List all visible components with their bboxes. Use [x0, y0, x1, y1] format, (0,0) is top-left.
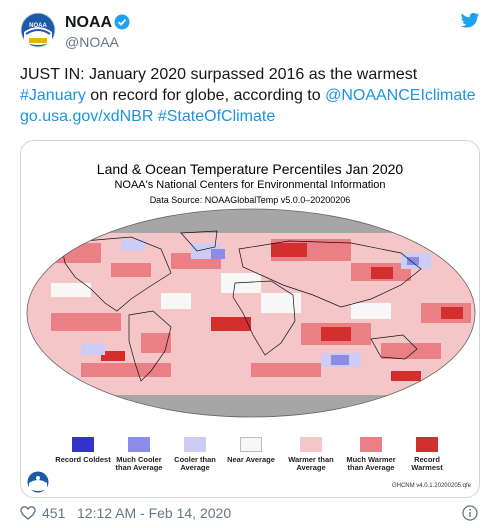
- legend-item-much-warmer: Much Warmer than Average: [343, 437, 399, 472]
- legend-label: Much Warmer than Average: [346, 455, 396, 472]
- twitter-bird-icon[interactable]: [460, 12, 480, 30]
- legend-label: Warmer than Average: [288, 455, 334, 472]
- legend-label: Record Warmest: [411, 455, 443, 472]
- legend-item-near-average: Near Average: [223, 437, 279, 464]
- figure-version: GHCNM v4.0.1.20200205.qfe: [391, 483, 471, 489]
- legend-swatch: [128, 437, 150, 452]
- hashtag-january-link[interactable]: #January: [20, 87, 86, 104]
- svg-text:NOAA: NOAA: [29, 23, 47, 29]
- figure-title: Land & Ocean Temperature Percentiles Jan…: [96, 161, 404, 177]
- tweet-header: NOAA NOAA @NOAA: [20, 10, 480, 56]
- legend-label: Near Average: [227, 455, 275, 464]
- tweet-footer: 451 12:12 AM - Feb 14, 2020: [20, 503, 480, 523]
- tweet-text-part: on record for globe, according to: [85, 87, 326, 104]
- mention-link[interactable]: @NOAANCEIclimate: [325, 87, 476, 104]
- legend-item-cooler: Cooler than Average: [167, 437, 223, 472]
- tweet-text: JUST IN: January 2020 surpassed 2016 as …: [20, 64, 485, 127]
- heart-icon[interactable]: [20, 505, 36, 521]
- figure-source: Data Source: NOAAGlobalTemp v5.0.0–20200…: [149, 195, 351, 205]
- figure-legend: Record Coldest Much Cooler than Average …: [21, 425, 479, 485]
- legend-label: Record Coldest: [55, 455, 111, 464]
- user-handle[interactable]: @NOAA: [65, 34, 119, 50]
- legend-swatch: [72, 437, 94, 452]
- tweet-text-part: JUST IN: January 2020 surpassed 2016 as …: [20, 66, 418, 83]
- hashtag-stateofclimate-link[interactable]: #StateOfClimate: [157, 108, 276, 125]
- legend-swatch: [360, 437, 382, 452]
- legend-item-warmer: Warmer than Average: [283, 437, 339, 472]
- tweet-timestamp[interactable]: 12:12 AM - Feb 14, 2020: [77, 505, 232, 521]
- info-icon[interactable]: [462, 505, 478, 521]
- percentile-world-map: [26, 208, 476, 418]
- verified-badge-icon: [114, 14, 130, 30]
- legend-item-record-coldest: Record Coldest: [55, 437, 111, 464]
- figure-subtitle: NOAA's National Centers for Environmenta…: [114, 179, 386, 191]
- legend-swatch: [300, 437, 322, 452]
- noaa-logo-icon[interactable]: NOAA: [20, 12, 56, 48]
- attached-image[interactable]: Land & Ocean Temperature Percentiles Jan…: [20, 140, 480, 498]
- legend-label: Much Cooler than Average: [115, 455, 163, 472]
- display-name[interactable]: NOAA: [65, 14, 113, 31]
- legend-swatch: [416, 437, 438, 452]
- legend-swatch: [240, 437, 262, 452]
- legend-label: Cooler than Average: [174, 455, 216, 472]
- like-count[interactable]: 451: [42, 505, 66, 521]
- legend-item-much-cooler: Much Cooler than Average: [111, 437, 167, 472]
- url-link[interactable]: go.usa.gov/xdNBR: [20, 108, 154, 125]
- legend-swatch: [184, 437, 206, 452]
- noaa-logo-icon: [27, 471, 49, 493]
- legend-item-record-warmest: Record Warmest: [399, 437, 455, 472]
